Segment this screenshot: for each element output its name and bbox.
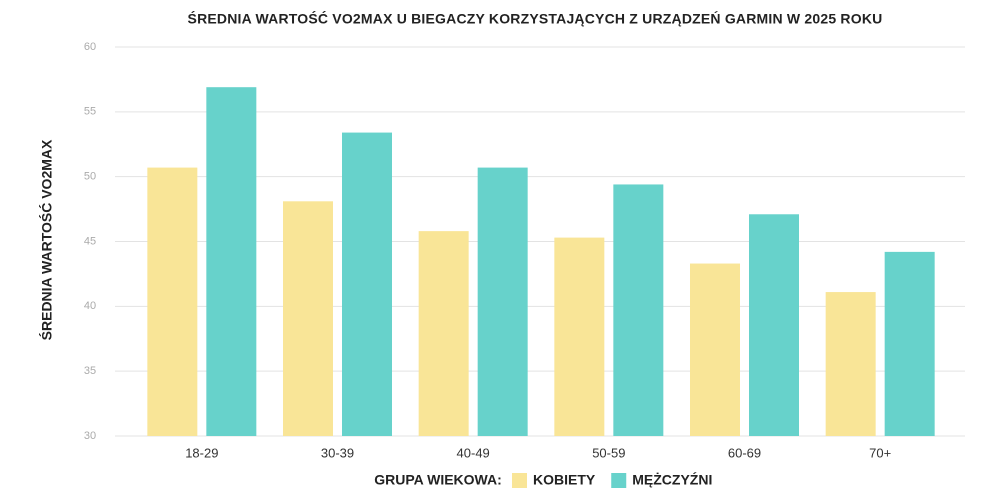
bar [690, 263, 740, 436]
legend-label: MĘŻCZYŹNI [632, 472, 712, 488]
bar [418, 231, 469, 436]
bar [342, 132, 392, 436]
bar [825, 292, 876, 436]
bar [554, 237, 605, 436]
bar [283, 201, 333, 436]
bar [147, 167, 198, 436]
y-tick-label: 45 [84, 235, 96, 247]
x-tick-label: 70+ [869, 445, 891, 460]
bar [749, 214, 799, 436]
bar [477, 167, 528, 436]
legend-label: KOBIETY [533, 472, 596, 488]
x-tick-label: 60-69 [728, 445, 761, 460]
y-tick-label: 30 [84, 430, 96, 442]
legend-title: GRUPA WIEKOWA: [374, 472, 502, 488]
bar [613, 184, 664, 436]
y-tick-label: 60 [84, 41, 96, 53]
legend-swatch [512, 473, 527, 488]
bar [206, 87, 257, 437]
y-tick-label: 50 [84, 171, 96, 183]
y-tick-label: 40 [84, 300, 96, 312]
chart-title: ŚREDNIA WARTOŚĆ VO2MAX U BIEGACZY KORZYS… [188, 10, 883, 27]
y-tick-label: 55 [84, 106, 96, 118]
x-tick-label: 18-29 [185, 445, 218, 460]
bar [884, 251, 935, 436]
y-tick-label: 35 [84, 365, 96, 377]
x-tick-label: 30-39 [321, 445, 354, 460]
legend-swatch [611, 473, 627, 488]
x-tick-label: 50-59 [592, 445, 625, 460]
x-tick-label: 40-49 [457, 445, 490, 460]
y-axis-label: ŚREDNIA WARTOŚĆ VO2MAX [38, 139, 55, 340]
